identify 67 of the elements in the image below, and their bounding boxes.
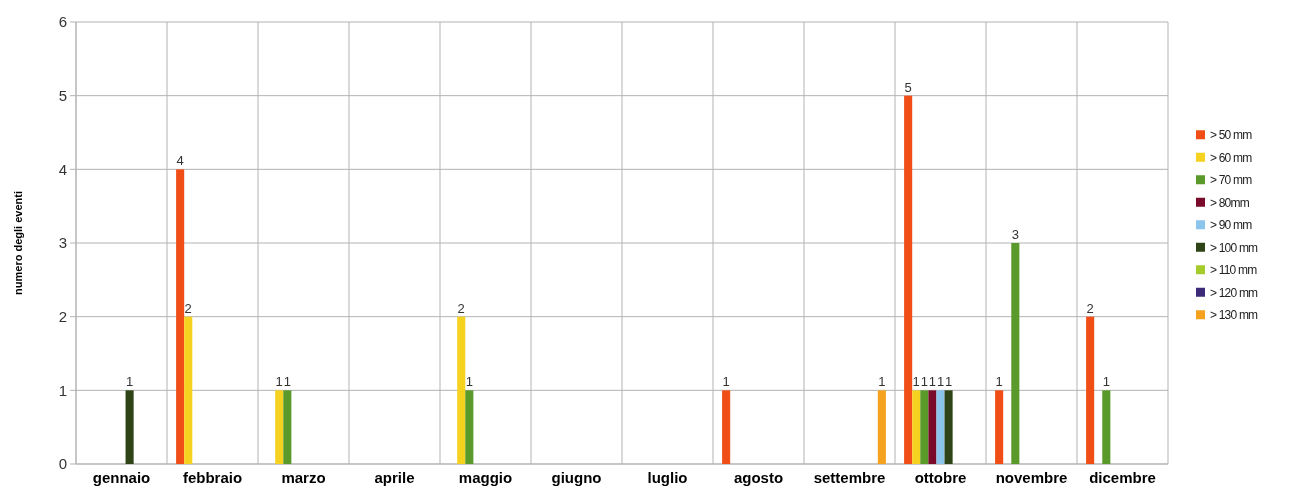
data-label: 5	[904, 79, 912, 95]
y-axis-title: numero degli eventi	[12, 191, 24, 295]
data-label: 1	[928, 374, 937, 390]
y-tick-label: 5	[58, 86, 67, 104]
bar	[283, 390, 292, 464]
bar	[920, 390, 929, 464]
data-label: 1	[125, 374, 134, 390]
data-label: 2	[184, 300, 192, 316]
bar	[457, 316, 466, 464]
legend-label: > 80mm	[1210, 195, 1250, 210]
bar	[722, 390, 731, 464]
legend-label: > 90 mm	[1210, 218, 1253, 233]
x-tick-label: marzo	[281, 469, 326, 486]
data-label: 1	[465, 374, 473, 390]
data-label: 1	[995, 374, 1003, 390]
data-label: 1	[1102, 374, 1110, 390]
bar	[184, 316, 193, 464]
x-tick-label: agosto	[733, 469, 784, 486]
x-tick-label: aprile	[374, 469, 415, 486]
x-tick-label: ottobre	[914, 469, 967, 486]
bar	[275, 390, 284, 464]
bar	[912, 390, 921, 464]
legend-label: > 130 mm	[1210, 308, 1259, 323]
legend-label: > 50 mm	[1210, 128, 1253, 143]
bar	[176, 169, 185, 464]
x-tick-label: giugno	[551, 469, 602, 486]
bar	[928, 390, 937, 464]
data-label: 3	[1011, 227, 1019, 242]
bar	[125, 390, 134, 464]
legend-label: > 70 mm	[1210, 173, 1253, 188]
data-label: 1	[283, 374, 291, 390]
y-tick-label: 0	[58, 455, 67, 473]
data-label: 1	[920, 374, 928, 390]
x-tick-label: dicembre	[1089, 469, 1156, 486]
data-label: 1	[275, 374, 283, 390]
x-tick-label: febbraio	[182, 469, 243, 486]
bar	[1086, 316, 1095, 464]
y-tick-label: 3	[58, 234, 67, 252]
y-tick-label: 6	[58, 13, 67, 31]
bar	[944, 390, 953, 464]
data-label: 2	[1086, 300, 1094, 316]
data-label: 1	[912, 374, 920, 390]
y-tick-label: 4	[58, 160, 67, 178]
legend-label: > 120 mm	[1210, 285, 1259, 300]
bar	[465, 390, 474, 464]
bar	[1011, 243, 1020, 464]
legend-label: > 60 mm	[1210, 150, 1253, 165]
x-tick-label: maggio	[458, 469, 513, 486]
x-tick-label: settembre	[813, 469, 886, 486]
bar	[877, 390, 886, 464]
data-label: 1	[936, 374, 945, 390]
bar	[995, 390, 1004, 464]
x-tick-label: novembre	[995, 469, 1068, 486]
data-label: 4	[176, 153, 184, 169]
bar	[1102, 390, 1111, 464]
legend-label: > 110 mm	[1210, 263, 1258, 278]
data-label: 1	[944, 374, 953, 390]
bar	[936, 390, 945, 464]
legend-label: > 100 mm	[1210, 240, 1259, 255]
data-label: 1	[722, 374, 730, 390]
y-tick-label: 2	[58, 307, 67, 325]
data-label: 1	[878, 374, 886, 390]
x-tick-label: gennaio	[92, 469, 151, 486]
bar	[904, 95, 913, 464]
data-label: 2	[457, 300, 465, 316]
y-tick-label: 1	[58, 381, 67, 399]
x-tick-label: luglio	[647, 469, 688, 486]
